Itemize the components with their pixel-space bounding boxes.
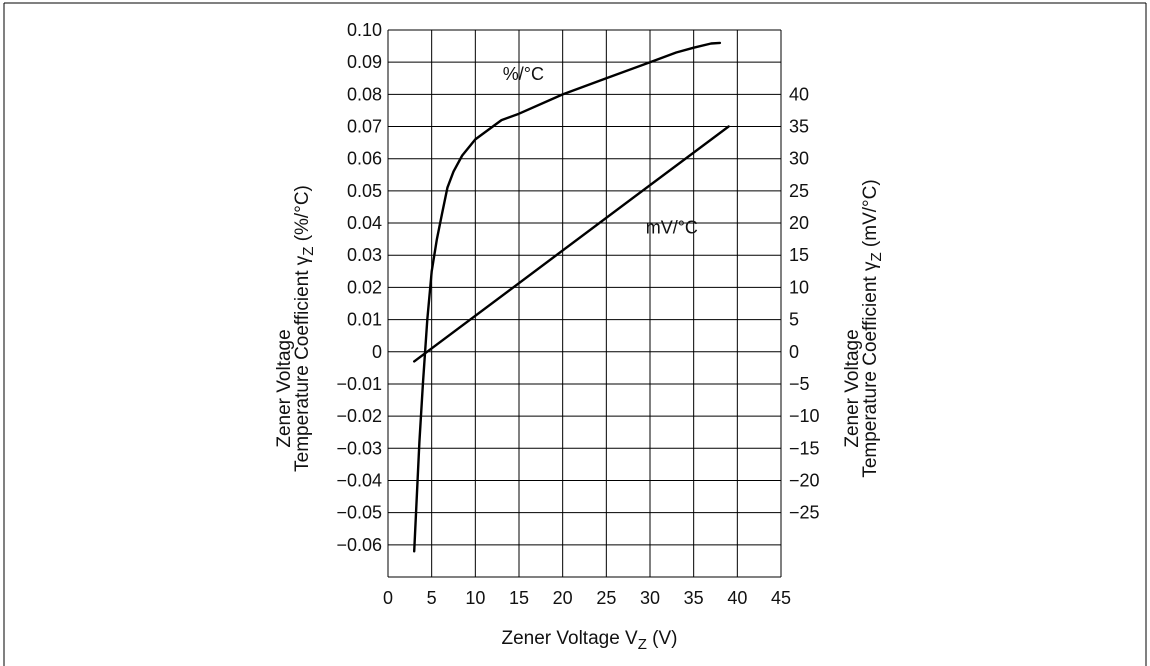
y-right-tick-label: −20 (789, 470, 820, 490)
y-right-tick-label: 0 (789, 342, 799, 362)
x-axis-ticks: 0 5 10 15 20 25 30 35 40 45 (383, 588, 791, 608)
y-left-axis-title-symbol-subscript: Z (300, 247, 317, 256)
x-axis-title-main: Zener Voltage V (501, 628, 638, 649)
y-left-axis-title-line2-text: Temperature Coefficient (292, 265, 313, 472)
x-tick-label: 0 (383, 588, 393, 608)
y-left-axis-title-line1: Zener Voltage (274, 329, 295, 447)
grid (387, 29, 782, 578)
y-right-axis-title-symbol: γ (860, 261, 881, 271)
y-left-tick-label: 0.07 (347, 117, 382, 137)
y-left-tick-label: 0.10 (347, 20, 382, 40)
series-label-mv-per-c: mV/°C (646, 217, 698, 237)
y-right-tick-label: −25 (789, 503, 820, 523)
y-right-tick-label: 5 (789, 310, 799, 330)
y-left-axis-title-line2: Temperature Coefficient γZ (%/°C) (292, 185, 317, 472)
series-line-mv-per-c (413, 125, 730, 363)
y-right-axis-ticks: −25 −20 −15 −10 −5 0 5 10 15 20 25 30 35 40 (789, 84, 820, 522)
y-right-axis-title-line1: Zener Voltage (842, 329, 863, 447)
y-right-tick-label: 35 (789, 117, 809, 137)
y-left-tick-label: 0.03 (347, 245, 382, 265)
x-tick-label: 40 (727, 588, 747, 608)
y-right-axis-title-unit: (mV/°C) (860, 179, 881, 252)
y-left-axis-title-symbol: γ (292, 255, 313, 265)
y-left-axis-ticks: −0.06 −0.05 −0.04 −0.03 −0.02 −0.01 0 0.01 0.02 0… (336, 20, 382, 555)
y-left-tick-label: −0.02 (336, 406, 382, 426)
y-right-axis-title-symbol-subscript: Z (868, 252, 885, 261)
y-left-tick-label: −0.06 (336, 535, 382, 555)
y-left-tick-label: 0.04 (347, 213, 382, 233)
y-right-tick-label: 15 (789, 245, 809, 265)
y-right-tick-label: 10 (789, 277, 809, 297)
y-right-tick-label: 40 (789, 84, 809, 104)
y-right-tick-label: 25 (789, 181, 809, 201)
x-tick-label: 25 (596, 588, 616, 608)
x-axis-title-unit: (V) (647, 628, 678, 649)
series-line-percent-per-c (413, 41, 722, 553)
y-right-tick-label: −5 (789, 374, 810, 394)
y-right-axis-title-line2: Temperature Coefficient γZ (mV/°C) (860, 179, 885, 477)
y-left-tick-label: 0 (372, 342, 382, 362)
y-left-tick-label: 0.01 (347, 310, 382, 330)
y-left-tick-label: −0.04 (336, 470, 382, 490)
x-tick-label: 35 (684, 588, 704, 608)
y-left-tick-label: 0.08 (347, 84, 382, 104)
x-tick-label: 45 (771, 588, 791, 608)
series-label-percent-per-c: %/°C (503, 64, 544, 84)
y-left-tick-label: 0.06 (347, 149, 382, 169)
x-tick-label: 20 (553, 588, 573, 608)
x-axis-title: Zener Voltage VZ (V) (501, 628, 677, 653)
y-right-tick-label: 30 (789, 149, 809, 169)
y-left-tick-label: −0.01 (336, 374, 382, 394)
y-right-tick-label: −15 (789, 438, 820, 458)
y-left-tick-label: 0.02 (347, 277, 382, 297)
x-axis-title-subscript: Z (638, 636, 647, 653)
y-left-tick-label: −0.03 (336, 438, 382, 458)
y-right-tick-label: 20 (789, 213, 809, 233)
y-left-tick-label: 0.09 (347, 52, 382, 72)
outer-frame (3, 2, 1147, 666)
y-left-axis-title-unit: (%/°C) (292, 185, 313, 246)
y-right-axis-title-line2-text: Temperature Coefficient (860, 271, 881, 478)
y-left-tick-label: −0.05 (336, 503, 382, 523)
series-group (413, 41, 730, 553)
x-tick-label: 30 (640, 588, 660, 608)
y-left-tick-label: 0.05 (347, 181, 382, 201)
x-tick-label: 10 (465, 588, 485, 608)
x-tick-label: 5 (427, 588, 437, 608)
y-right-tick-label: −10 (789, 406, 820, 426)
x-tick-label: 15 (509, 588, 529, 608)
